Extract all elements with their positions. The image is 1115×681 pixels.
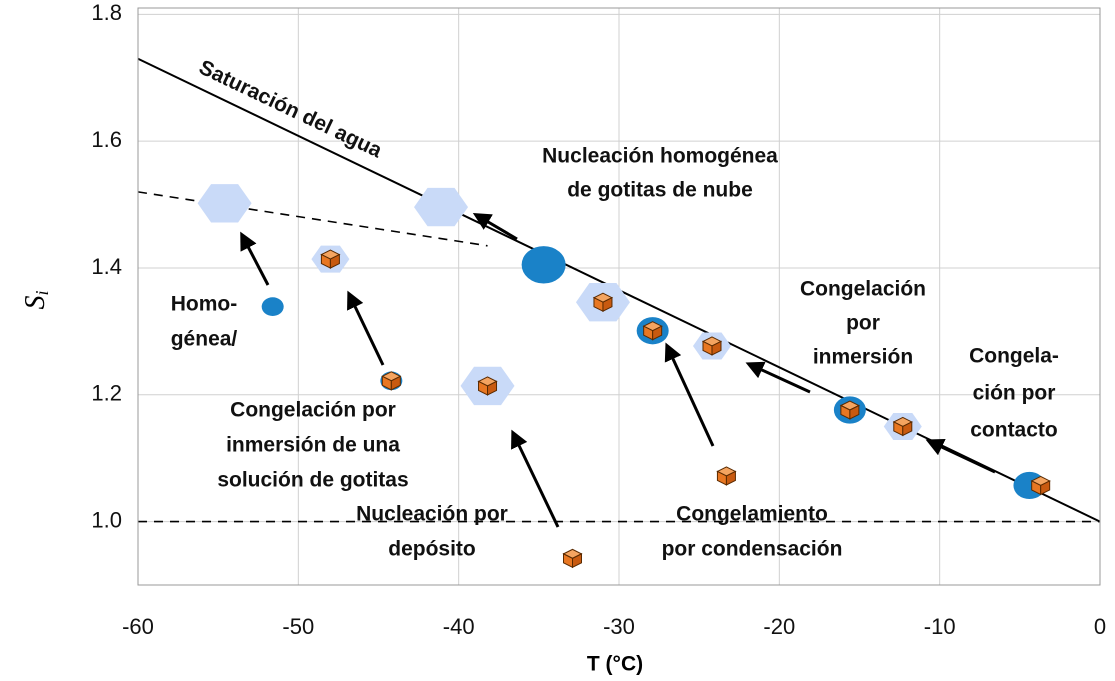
- cube-right: [572, 553, 583, 569]
- x-tick-label: -10: [924, 614, 956, 639]
- marker: [381, 371, 402, 391]
- arrow: [472, 212, 518, 241]
- cube-right: [849, 404, 860, 420]
- y-tick-label: 1.0: [91, 507, 122, 532]
- annotation: Congela-: [969, 345, 1059, 368]
- annotation: Nucleación por: [356, 503, 508, 526]
- annotation: por: [846, 312, 880, 335]
- annotation: ción por: [973, 382, 1056, 405]
- y-axis-label-sub: i: [32, 290, 52, 295]
- arrow: [925, 438, 996, 474]
- marker: [320, 249, 341, 269]
- marker: [197, 184, 252, 223]
- marker: [892, 416, 913, 437]
- marker: [562, 548, 583, 569]
- ice-hexagon: [414, 187, 469, 227]
- x-tick-label: -60: [122, 614, 154, 639]
- annotation: contacto: [970, 419, 1058, 442]
- droplet: [261, 297, 284, 316]
- annotation: Nucleación homogénea: [542, 145, 778, 168]
- y-axis-label: Si: [20, 290, 52, 309]
- y-axis-label-main: S: [20, 296, 51, 310]
- arrow: [664, 342, 715, 447]
- marker: [642, 321, 663, 341]
- cube-right: [329, 253, 340, 269]
- cube-right: [1040, 480, 1051, 496]
- annotation: génea/: [171, 328, 238, 351]
- arrow: [511, 429, 560, 528]
- cube-right: [390, 375, 401, 391]
- x-tick-label: -40: [443, 614, 475, 639]
- marker: [477, 376, 498, 396]
- plot-frame: [137, 7, 1101, 586]
- annotation: Congelamiento: [676, 503, 828, 526]
- droplet: [521, 246, 566, 284]
- x-tick-label: -30: [603, 614, 635, 639]
- y-tick-label: 1.4: [91, 254, 122, 279]
- cube-right: [602, 296, 613, 313]
- annotation: por condensación: [662, 538, 843, 561]
- x-axis-label: T (°C): [587, 653, 643, 676]
- marker: [414, 187, 469, 227]
- arrow: [745, 361, 811, 394]
- arrow: [347, 290, 385, 366]
- annotation: inmersión de una: [226, 434, 400, 457]
- reference-line: [137, 191, 488, 247]
- marker: [701, 336, 723, 356]
- arrow: [240, 231, 270, 286]
- marker: [1030, 475, 1051, 496]
- cube-right: [902, 421, 913, 437]
- x-tick-label: -50: [282, 614, 314, 639]
- y-tick-label: 1.8: [91, 0, 122, 25]
- marker: [839, 400, 860, 420]
- grid: [137, 8, 1101, 585]
- cube-right: [711, 340, 722, 356]
- annotation: inmersión: [813, 346, 913, 369]
- y-tick-label: 1.2: [91, 381, 122, 406]
- annotation: Saturación del agua: [195, 56, 385, 163]
- cube-right: [652, 325, 663, 341]
- annotation: depósito: [388, 538, 476, 561]
- ice-hexagon: [197, 184, 252, 223]
- marker: [521, 246, 566, 284]
- annotation: Congelación por: [230, 399, 396, 422]
- marker: [592, 292, 614, 313]
- annotation: Congelación: [800, 278, 926, 301]
- y-tick-label: 1.6: [91, 127, 122, 152]
- marker: [716, 466, 737, 486]
- marker: [261, 297, 284, 316]
- annotation: de gotitas de nube: [567, 179, 753, 202]
- annotation: solución de gotitas: [217, 469, 408, 492]
- arrows: [240, 212, 996, 528]
- annotation: Homo-: [171, 293, 238, 316]
- cube-right: [725, 470, 736, 486]
- x-tick-label: -20: [763, 614, 795, 639]
- x-tick-label: 0: [1094, 614, 1106, 639]
- cube-right: [487, 380, 498, 396]
